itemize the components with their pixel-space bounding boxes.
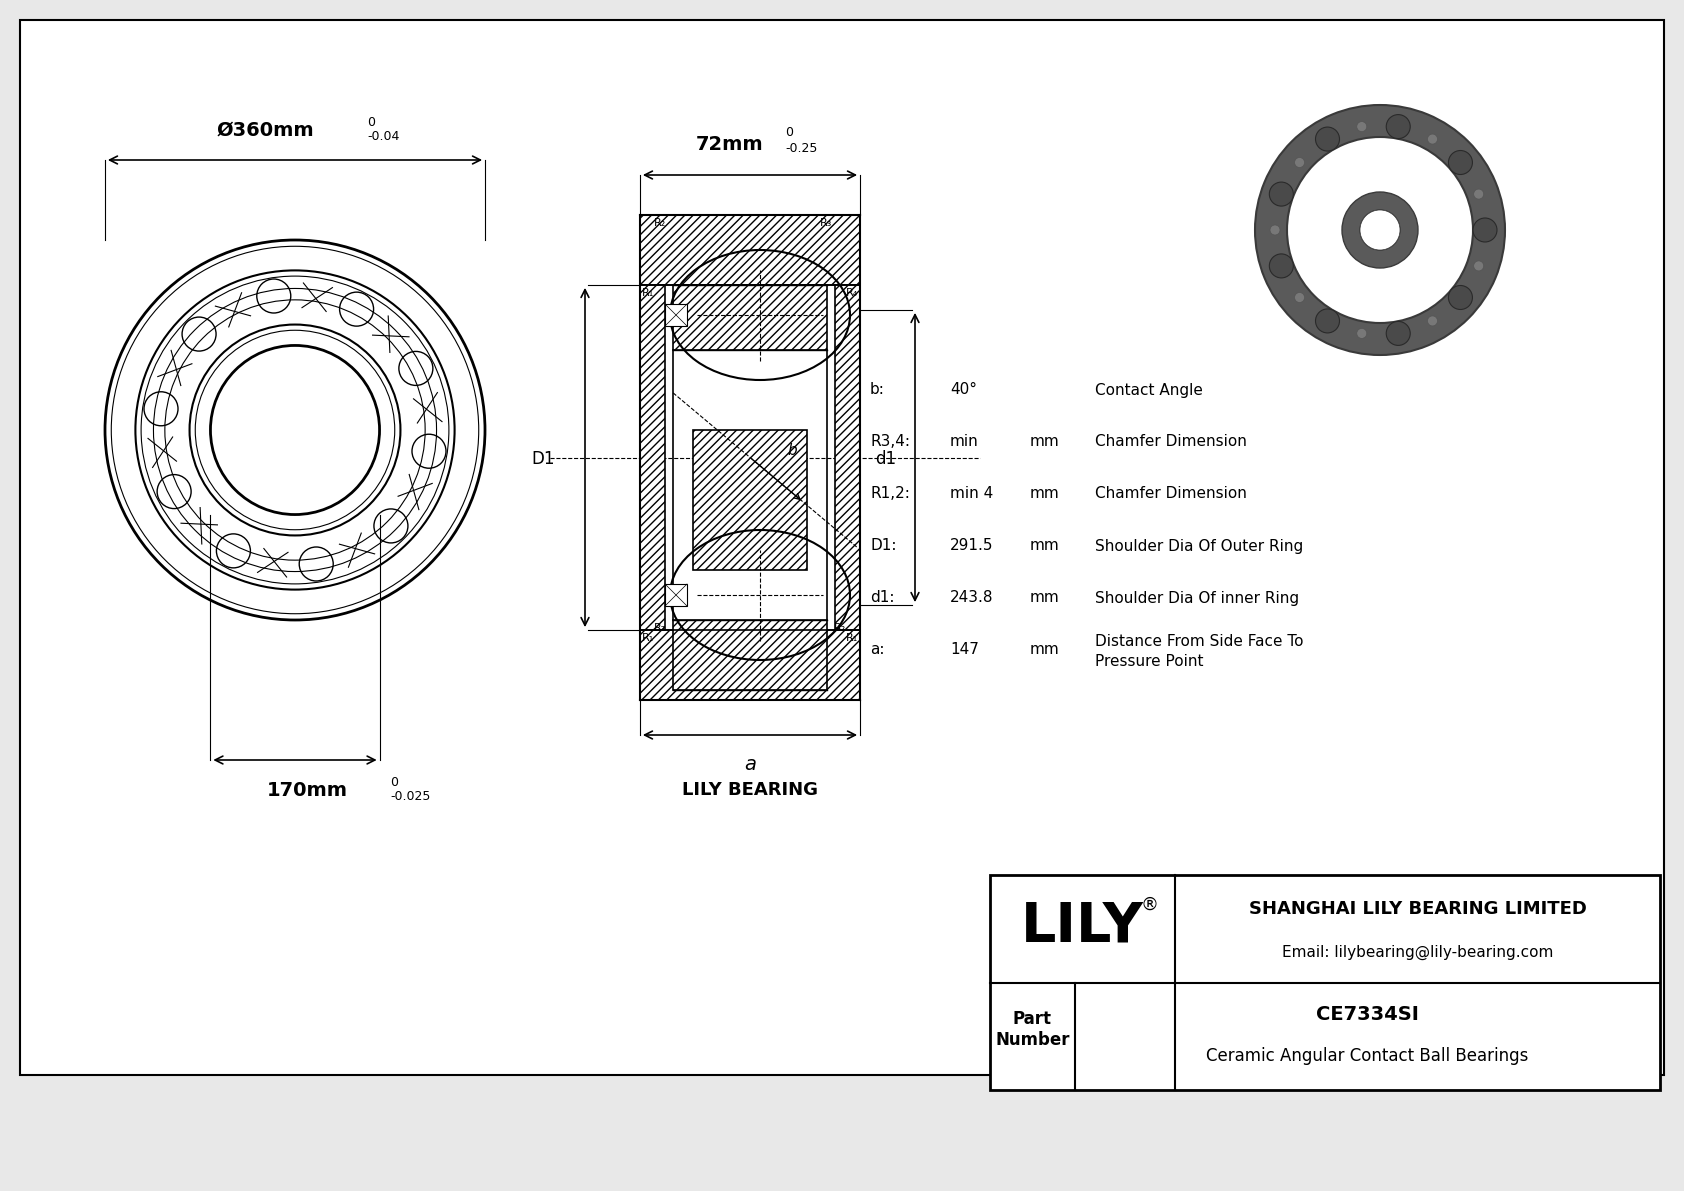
Circle shape <box>1474 218 1497 242</box>
Text: mm: mm <box>1031 642 1059 657</box>
Circle shape <box>1270 182 1293 206</box>
Circle shape <box>1270 254 1293 278</box>
Text: R₂: R₂ <box>653 218 667 227</box>
Circle shape <box>1361 210 1399 250</box>
Text: R₂: R₂ <box>653 623 667 632</box>
Circle shape <box>1474 189 1484 199</box>
Circle shape <box>1357 329 1367 338</box>
Bar <box>20 20 1664 1075</box>
Bar <box>694 430 807 570</box>
Text: R₄: R₄ <box>845 288 859 298</box>
Text: 170mm: 170mm <box>266 780 347 799</box>
Bar <box>665 584 687 606</box>
Circle shape <box>1315 308 1339 333</box>
Bar <box>674 621 827 690</box>
Circle shape <box>1315 127 1339 151</box>
Text: R1,2:: R1,2: <box>871 486 909 501</box>
Text: 0: 0 <box>367 116 376 129</box>
Text: SHANGHAI LILY BEARING LIMITED: SHANGHAI LILY BEARING LIMITED <box>1248 900 1586 918</box>
Text: D1:: D1: <box>871 538 896 554</box>
Circle shape <box>1448 286 1472 310</box>
Bar <box>665 304 687 326</box>
Circle shape <box>1474 261 1484 270</box>
Text: -0.04: -0.04 <box>367 131 399 143</box>
Text: 0: 0 <box>391 775 397 788</box>
Text: d1: d1 <box>876 450 896 468</box>
Text: min: min <box>950 435 978 449</box>
Text: min 4: min 4 <box>950 486 994 501</box>
Text: 0: 0 <box>785 126 793 139</box>
Circle shape <box>1386 114 1410 138</box>
Circle shape <box>1357 121 1367 131</box>
Text: Chamfer Dimension: Chamfer Dimension <box>1095 486 1246 501</box>
Bar <box>835 285 861 630</box>
Circle shape <box>1428 135 1438 144</box>
Circle shape <box>1295 157 1305 168</box>
Text: mm: mm <box>1031 486 1059 501</box>
Bar <box>640 630 861 700</box>
Text: d1:: d1: <box>871 591 894 605</box>
Circle shape <box>1448 150 1472 175</box>
Text: R₁: R₁ <box>845 632 859 643</box>
Text: R₁: R₁ <box>642 288 655 298</box>
Text: Part
Number: Part Number <box>995 1010 1069 1049</box>
Text: 243.8: 243.8 <box>950 591 994 605</box>
Text: Ø360mm: Ø360mm <box>216 120 313 139</box>
Text: 40°: 40° <box>950 382 977 398</box>
Text: D1: D1 <box>532 450 556 468</box>
Bar <box>640 216 861 285</box>
Text: a:: a: <box>871 642 884 657</box>
Text: Pressure Point: Pressure Point <box>1095 655 1204 669</box>
Text: 291.5: 291.5 <box>950 538 994 554</box>
Text: R3,4:: R3,4: <box>871 435 909 449</box>
Text: Shoulder Dia Of Outer Ring: Shoulder Dia Of Outer Ring <box>1095 538 1303 554</box>
Text: 147: 147 <box>950 642 978 657</box>
Text: -0.025: -0.025 <box>391 791 431 804</box>
Circle shape <box>1386 322 1410 345</box>
Text: ®: ® <box>1140 896 1159 913</box>
Text: Contact Angle: Contact Angle <box>1095 382 1202 398</box>
Circle shape <box>1295 293 1305 303</box>
Text: LILY BEARING: LILY BEARING <box>682 781 818 799</box>
Text: -0.25: -0.25 <box>785 142 817 155</box>
Text: b:: b: <box>871 382 884 398</box>
Text: mm: mm <box>1031 435 1059 449</box>
Bar <box>640 285 665 630</box>
Text: mm: mm <box>1031 538 1059 554</box>
Text: R₂: R₂ <box>834 623 845 632</box>
Text: Ceramic Angular Contact Ball Bearings: Ceramic Angular Contact Ball Bearings <box>1206 1047 1529 1065</box>
Text: Distance From Side Face To: Distance From Side Face To <box>1095 635 1303 649</box>
Circle shape <box>1270 225 1280 235</box>
Text: Email: lilybearing@lily-bearing.com: Email: lilybearing@lily-bearing.com <box>1282 944 1553 960</box>
Circle shape <box>1428 316 1438 326</box>
Text: CE7334SI: CE7334SI <box>1317 1005 1420 1024</box>
Text: Shoulder Dia Of inner Ring: Shoulder Dia Of inner Ring <box>1095 591 1298 605</box>
Text: R₁: R₁ <box>642 632 655 643</box>
Bar <box>674 285 827 350</box>
Text: LILY: LILY <box>1021 899 1143 954</box>
Text: b: b <box>786 443 797 459</box>
Bar <box>990 875 1660 1090</box>
Text: 72mm: 72mm <box>695 136 765 155</box>
Text: a: a <box>744 755 756 774</box>
Text: Chamfer Dimension: Chamfer Dimension <box>1095 435 1246 449</box>
Text: mm: mm <box>1031 591 1059 605</box>
Text: R₃: R₃ <box>820 218 832 227</box>
